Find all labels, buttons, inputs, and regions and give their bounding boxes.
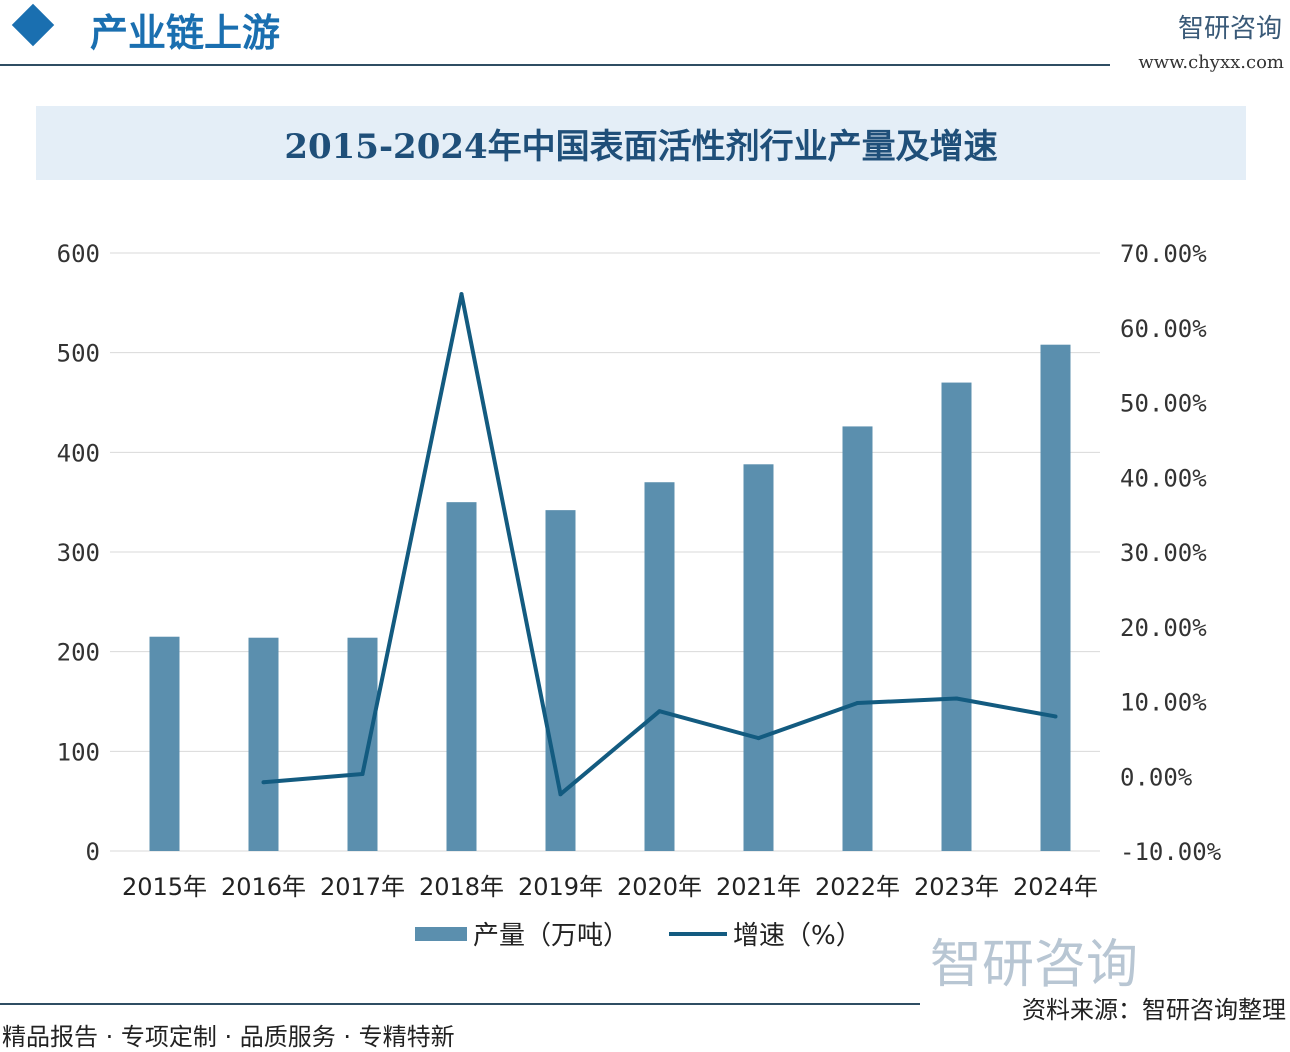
bar bbox=[743, 464, 774, 851]
x-tick-label: 2018年 bbox=[419, 873, 504, 901]
bar bbox=[545, 510, 576, 851]
growth-point bbox=[855, 700, 860, 705]
legend-line-swatch bbox=[669, 931, 728, 936]
x-tick-label: 2019年 bbox=[518, 873, 603, 901]
growth-point bbox=[459, 292, 464, 297]
chart-title-box: 2015-2024年中国表面活性剂行业产量及增速 bbox=[36, 106, 1246, 180]
y-left-tick-label: 200 bbox=[57, 639, 100, 667]
growth-point bbox=[657, 709, 662, 714]
y-right-tick-label: 50.00% bbox=[1120, 390, 1207, 418]
growth-point bbox=[954, 696, 959, 701]
y-left-tick-label: 500 bbox=[57, 340, 100, 368]
bar bbox=[446, 502, 477, 851]
watermark-logo: 智研咨询 bbox=[930, 935, 1139, 995]
growth-point bbox=[756, 736, 761, 741]
x-tick-label: 2015年 bbox=[122, 873, 207, 901]
legend-line-label: 增速（%） bbox=[733, 921, 862, 951]
x-tick-label: 2016年 bbox=[221, 873, 306, 901]
bar bbox=[347, 637, 378, 851]
header-divider bbox=[0, 64, 1110, 66]
bar bbox=[941, 382, 972, 851]
chart-title: 2015-2024年中国表面活性剂行业产量及增速 bbox=[284, 126, 998, 167]
footer-divider bbox=[0, 1003, 920, 1005]
brand-url: www.chyxx.com bbox=[1138, 52, 1284, 73]
legend-bar-swatch bbox=[415, 926, 467, 941]
y-right-tick-label: -10.00% bbox=[1120, 838, 1222, 866]
bar bbox=[248, 637, 279, 851]
y-right-tick-label: 40.00% bbox=[1120, 464, 1207, 492]
x-tick-label: 2020年 bbox=[617, 873, 702, 901]
growth-point bbox=[558, 792, 563, 797]
y-left-tick-label: 0 bbox=[86, 838, 100, 866]
x-tick-label: 2024年 bbox=[1013, 873, 1098, 901]
y-left-tick-label: 600 bbox=[57, 240, 100, 268]
brand-logo: 智研咨询 bbox=[1177, 14, 1282, 44]
y-right-tick-label: 60.00% bbox=[1120, 315, 1207, 343]
footer-slogan: 精品报告 · 专项定制 · 品质服务 · 专精特新 bbox=[2, 1023, 455, 1051]
y-right-tick-label: 30.00% bbox=[1120, 539, 1207, 567]
x-tick-label: 2017年 bbox=[320, 873, 405, 901]
section-title: 产业链上游 bbox=[90, 11, 281, 55]
bar bbox=[842, 426, 873, 851]
y-left-tick-label: 400 bbox=[57, 439, 100, 467]
legend-bar-label: 产量（万吨） bbox=[473, 921, 630, 951]
legend: 产量（万吨） 增速（%） bbox=[415, 915, 862, 952]
y-right-tick-label: 70.00% bbox=[1120, 240, 1207, 268]
bar bbox=[644, 482, 675, 851]
bar bbox=[1040, 344, 1071, 851]
source-note: 资料来源：智研咨询整理 bbox=[1022, 996, 1286, 1024]
x-tick-label: 2022年 bbox=[815, 873, 900, 901]
y-left-tick-label: 300 bbox=[57, 539, 100, 567]
y-right-tick-label: 0.00% bbox=[1120, 763, 1193, 791]
x-tick-label: 2023年 bbox=[914, 873, 999, 901]
bar bbox=[149, 636, 180, 851]
y-right-tick-label: 20.00% bbox=[1120, 614, 1207, 642]
growth-point bbox=[1053, 714, 1058, 719]
growth-point bbox=[261, 780, 266, 785]
growth-point bbox=[360, 772, 365, 777]
y-right-tick-label: 10.00% bbox=[1120, 689, 1207, 717]
y-left-tick-label: 100 bbox=[57, 738, 100, 766]
x-tick-label: 2021年 bbox=[716, 873, 801, 901]
